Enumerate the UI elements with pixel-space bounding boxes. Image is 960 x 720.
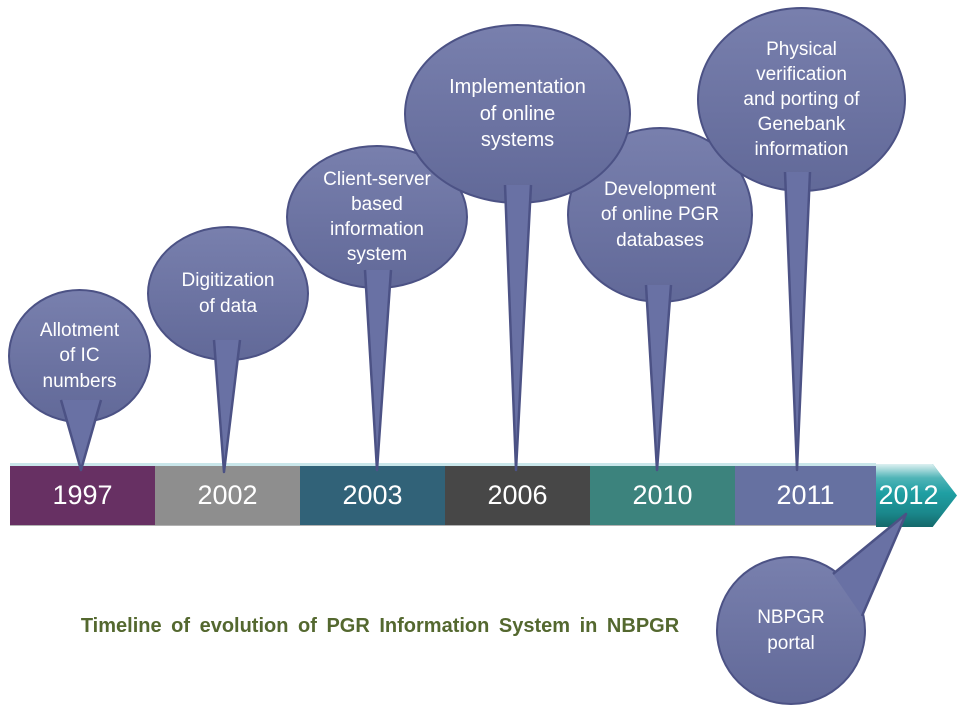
balloon-label: Implementation of online systems: [449, 76, 586, 152]
balloon-label: Development of online PGR databases: [600, 179, 720, 251]
balloon-tail-2006: [503, 184, 533, 472]
timeline-segment-2002: 2002: [155, 466, 300, 525]
balloon-label: Digitization of data: [181, 270, 275, 317]
timeline-segment-2011: 2011: [735, 466, 876, 525]
year-label: 2012: [878, 480, 939, 510]
balloon-tail-2011: [783, 171, 812, 472]
balloon-nbpgr-portal: NBPGR portal: [716, 556, 866, 705]
balloon-implementation-online-systems: Implementation of online systems: [404, 24, 631, 204]
caption-title: Timeline of evolution of PGR Information…: [80, 615, 680, 637]
balloon-allotment-ic-numbers: Allotment of IC numbers: [8, 289, 151, 423]
balloon-label: NBPGR portal: [757, 607, 825, 654]
timeline-arrow-2012: 2012: [876, 464, 957, 527]
year-label: 1997: [52, 480, 113, 510]
year-label: 2010: [632, 480, 693, 510]
timeline-segment-1997: 1997: [10, 466, 155, 525]
year-label: 2011: [776, 480, 835, 510]
timeline-bar: 1997 2002 2003 2006 2010 2011: [10, 463, 876, 526]
year-label: 2006: [487, 480, 548, 510]
balloon-physical-verification-genebank: Physical verification and porting of Gen…: [697, 7, 906, 192]
year-label: 2003: [342, 480, 403, 510]
balloon-tail-2010: [644, 284, 673, 472]
timeline-segment-2010: 2010: [590, 466, 735, 525]
year-label: 2002: [197, 480, 258, 510]
timeline-segment-2006: 2006: [445, 466, 590, 525]
timeline-segment-2003: 2003: [300, 466, 445, 525]
balloon-tail-2003: [363, 269, 393, 472]
balloon-label: Allotment of IC numbers: [39, 320, 120, 392]
balloon-label: Physical verification and porting of Gen…: [743, 38, 860, 161]
balloon-digitization-of-data: Digitization of data: [147, 226, 309, 361]
balloon-label: Client-server based information system: [323, 168, 431, 266]
